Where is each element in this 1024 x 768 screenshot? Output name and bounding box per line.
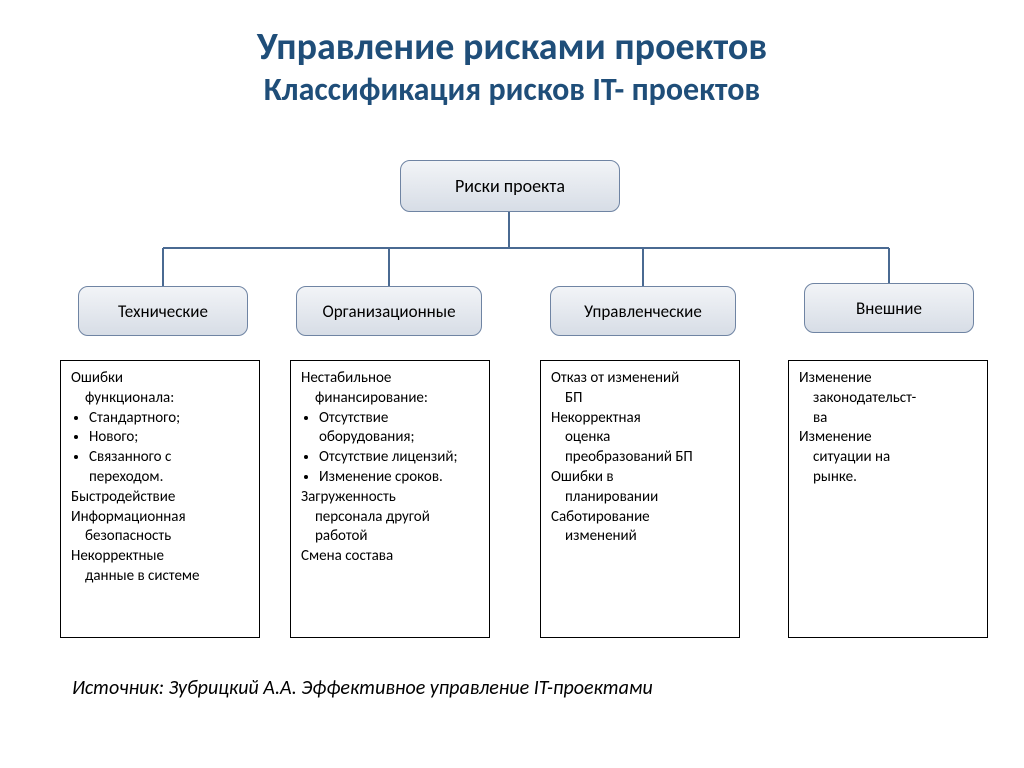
detail-line: Изменение — [799, 369, 977, 389]
detail-bullet: Нового; — [89, 428, 249, 448]
detail-bullet: Связанного с переходом. — [89, 448, 249, 488]
detail-line: Быстродействие — [71, 488, 249, 508]
root-node: Риски проекта — [400, 160, 620, 212]
detail-bullet: Стандартного; — [89, 409, 249, 429]
detail-line: Некорректная — [551, 409, 729, 429]
detail-bullet: Отсутствие лицензий; — [319, 448, 479, 468]
connector-vertical — [388, 248, 390, 286]
external-detail: Изменениезаконодательст-ваИзменениеситуа… — [788, 360, 988, 638]
detail-line: Саботирование — [551, 508, 729, 528]
connector-vertical — [888, 248, 890, 283]
connector-vertical — [508, 212, 510, 248]
detail-line: Нестабильное — [301, 369, 479, 389]
managerial-detail: Отказ от измененийБПНекорректнаяоценкапр… — [540, 360, 740, 638]
detail-line: данные в системе — [71, 567, 249, 587]
detail-line: Изменение — [799, 428, 977, 448]
category-node-technical: Технические — [78, 286, 248, 336]
detail-line: планировании — [551, 488, 729, 508]
detail-line: Ошибки — [71, 369, 249, 389]
detail-line: финансирование: — [301, 389, 479, 409]
citation-text: Источник: Зубрицкий А.А. Эффективное упр… — [72, 676, 653, 700]
organizational-detail: Нестабильноефинансирование:Отсутствие об… — [290, 360, 490, 638]
detail-line: Ошибки в — [551, 468, 729, 488]
detail-line: законодательст- — [799, 389, 977, 409]
category-node-organizational: Организационные — [296, 286, 482, 336]
slide: Управление рисками проектов Классификаци… — [0, 0, 1024, 768]
detail-line: ва — [799, 409, 977, 429]
detail-line: ситуации на — [799, 448, 977, 468]
detail-bullet: Отсутствие оборудования; — [319, 409, 479, 449]
detail-bullet-list: Стандартного;Нового;Связанного с переход… — [71, 409, 249, 488]
detail-line: Отказ от изменений — [551, 369, 729, 389]
detail-bullet-list: Отсутствие оборудования;Отсутствие лицен… — [301, 409, 479, 488]
slide-title-line2: Классификация рисков IT- проектов — [0, 72, 1024, 109]
detail-line: работой — [301, 527, 479, 547]
connector-vertical — [162, 248, 164, 286]
detail-line: функционала: — [71, 389, 249, 409]
detail-line: изменений — [551, 527, 729, 547]
detail-line: персонала другой — [301, 508, 479, 528]
connector-horizontal — [163, 247, 889, 249]
category-node-external: Внешние — [804, 283, 974, 333]
technical-detail: Ошибкифункционала:Стандартного;Нового;Св… — [60, 360, 260, 638]
detail-line: преобразований БП — [551, 448, 729, 468]
detail-line: безопасность — [71, 527, 249, 547]
detail-line: рынке. — [799, 468, 977, 488]
detail-bullet: Изменение сроков. — [319, 468, 479, 488]
detail-line: Информационная — [71, 508, 249, 528]
detail-line: Загруженность — [301, 488, 479, 508]
slide-title-line1: Управление рисками проектов — [0, 0, 1024, 70]
category-node-managerial: Управленческие — [550, 286, 736, 336]
detail-line: Смена состава — [301, 547, 479, 567]
detail-line: Некорректные — [71, 547, 249, 567]
detail-line: БП — [551, 389, 729, 409]
connector-vertical — [642, 248, 644, 286]
detail-line: оценка — [551, 428, 729, 448]
